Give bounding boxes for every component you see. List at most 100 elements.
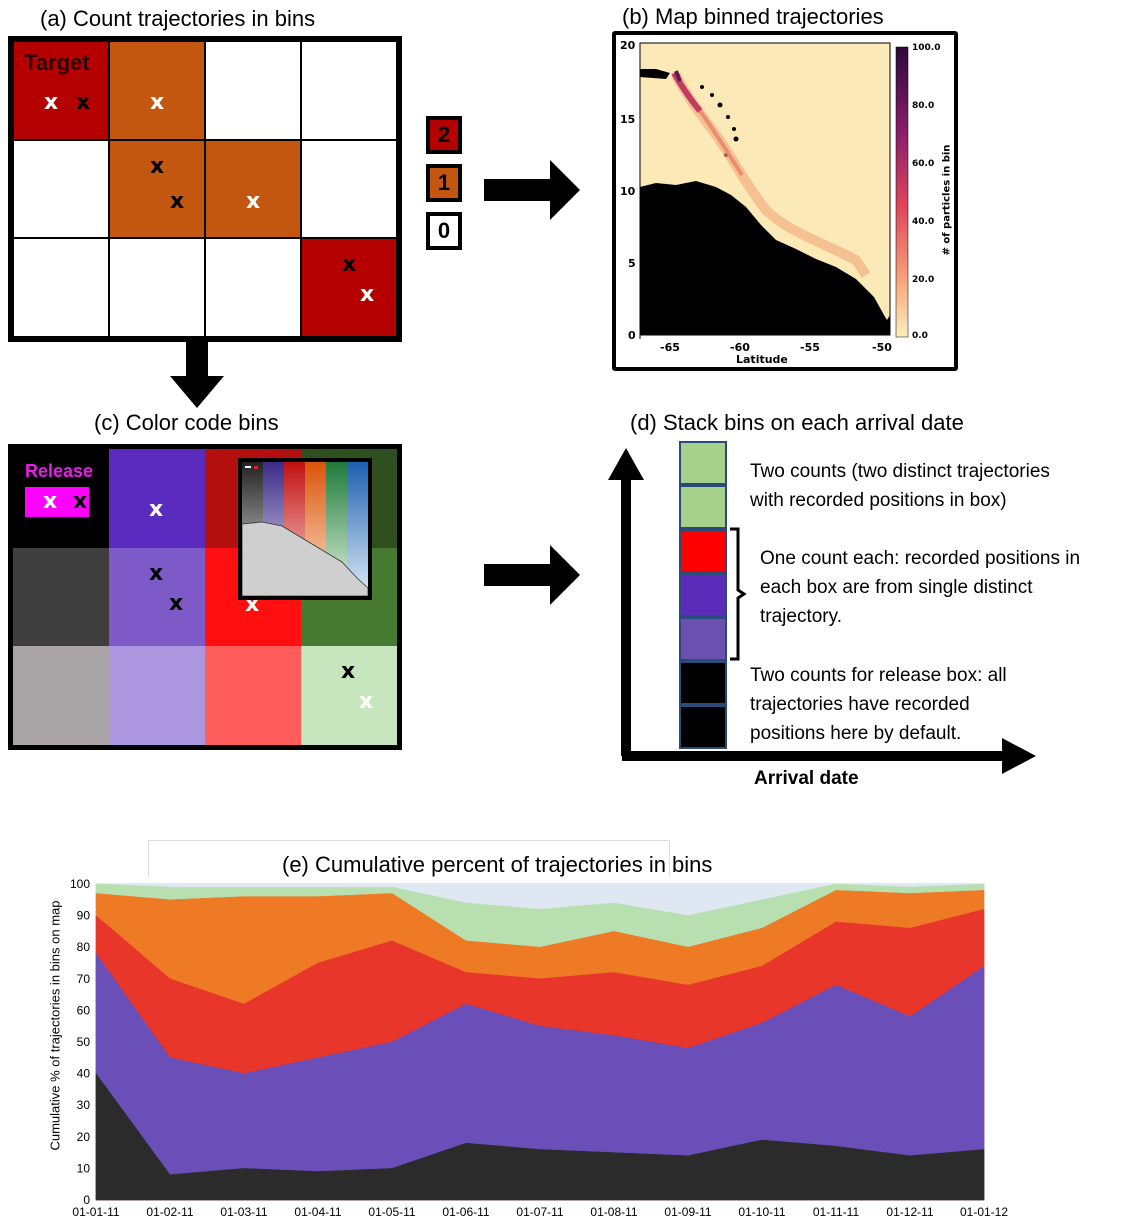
- x-tick-label: 01-01-11: [72, 1205, 119, 1219]
- x-tick-label: 01-03-11: [220, 1205, 267, 1219]
- stack-axes: [608, 448, 1036, 774]
- colorbar-tick: 60.0: [912, 159, 935, 169]
- map-xtick: -65: [660, 341, 680, 354]
- panel-b-title: (b) Map binned trajectories: [622, 4, 884, 29]
- trajectory-marker: x: [73, 489, 88, 514]
- stack-bin: [679, 573, 727, 617]
- map-xlabel: Latitude: [736, 353, 788, 366]
- map-xtick: -60: [730, 341, 750, 354]
- x-tick-label: 01-01-12: [960, 1205, 1008, 1219]
- x-tick-label: 01-05-11: [368, 1205, 415, 1219]
- trajectory-marker: x: [169, 590, 184, 616]
- down-arrow-icon: [170, 342, 224, 408]
- y-tick-label: 20: [77, 1130, 91, 1144]
- trajectory-marker: x: [149, 497, 164, 522]
- y-tick-label: 50: [77, 1035, 91, 1049]
- x-tick-label: 01-10-11: [738, 1205, 785, 1219]
- x-tick-label: 01-11-11: [813, 1205, 860, 1219]
- panel-c-title: (c) Color code bins: [94, 410, 279, 435]
- grid-cell: x: [109, 449, 205, 548]
- legend-one: 1: [426, 164, 462, 202]
- grid-cell: [13, 646, 109, 745]
- grid-cell: x: [205, 139, 301, 239]
- x-tick-label: 01-09-11: [664, 1205, 711, 1219]
- stack-bin: [679, 661, 727, 705]
- desc-release-box: Two counts for release box: all trajecto…: [750, 661, 1007, 748]
- stack-bin: [679, 617, 727, 661]
- desc-line: trajectory.: [760, 606, 843, 627]
- stack-bin: [679, 529, 727, 573]
- desc-line: Two counts for release box: all: [750, 665, 1007, 686]
- right-arrow-icon: [484, 160, 580, 220]
- y-tick-label: 40: [77, 1067, 91, 1081]
- x-tick-label: 01-04-11: [294, 1205, 341, 1219]
- map-figure: 20 15 10 5 0 -65 -60 -55 -50 Latitude 10…: [612, 31, 958, 371]
- arrival-date-label: Arrival date: [754, 768, 859, 789]
- x-tick-label: 01-08-11: [590, 1205, 637, 1219]
- series-area: [95, 1072, 985, 1201]
- map-ytick: 0: [628, 329, 636, 342]
- desc-line: trajectories have recorded: [750, 694, 970, 715]
- colorbar-label: # of particles in bin: [941, 144, 953, 256]
- trajectory-marker: x: [246, 188, 261, 214]
- y-tick-label: 0: [83, 1193, 90, 1207]
- count-legend: 2 1 0: [426, 116, 462, 260]
- panel-d-title: (d) Stack bins on each arrival date: [630, 410, 964, 435]
- grid-cell: [13, 547, 109, 647]
- count-grid: Target x x x x x x x x: [8, 36, 402, 342]
- grid-cell-release: Release x x: [13, 449, 109, 548]
- trajectory-marker: x: [360, 282, 375, 308]
- grid-cell-target: Target x x: [13, 41, 109, 140]
- right-arrow-icon: [484, 545, 580, 605]
- trajectory-marker: x: [44, 90, 59, 115]
- grid-cell: x x: [301, 646, 397, 745]
- trajectory-marker: x: [150, 90, 165, 115]
- grid-cell: [109, 646, 205, 745]
- stack-bin: [679, 441, 727, 485]
- stack-bin: [679, 485, 727, 529]
- desc-line: with recorded positions in box): [750, 490, 1007, 511]
- bracket-icon: [730, 527, 747, 661]
- colorbar-tick: 100.0: [912, 43, 941, 53]
- desc-line: positions here by default.: [750, 723, 962, 744]
- panel-e-title: (e) Cumulative percent of trajectories i…: [282, 852, 713, 877]
- grid-cell: [205, 646, 301, 745]
- target-label: Target: [24, 50, 90, 75]
- grid-cell: x: [109, 41, 205, 140]
- trajectory-marker: x: [342, 252, 357, 278]
- title-tab: [148, 840, 670, 877]
- desc-line: Two counts (two distinct trajectories: [750, 461, 1050, 482]
- binned-map: [639, 42, 909, 339]
- colorbar-tick: 40.0: [912, 217, 935, 227]
- legend-two: 2: [426, 116, 462, 154]
- trajectory-marker: x: [359, 689, 374, 715]
- desc-two-counts: Two counts (two distinct trajectories wi…: [750, 457, 1050, 515]
- grid-cell: [205, 41, 301, 140]
- trajectory-marker: x: [149, 560, 164, 586]
- trajectory-marker: x: [76, 90, 91, 115]
- grid-cell: [109, 238, 205, 337]
- map-ytick: 15: [620, 113, 636, 126]
- trajectory-marker: x: [341, 659, 356, 685]
- x-tick-label: 01-02-11: [146, 1205, 193, 1219]
- trajectory-marker: x: [43, 489, 58, 514]
- y-tick-label: 10: [77, 1161, 91, 1175]
- series-area: [95, 952, 985, 1201]
- desc-one-count: One count each: recorded positions in ea…: [760, 544, 1080, 631]
- y-tick-label: 30: [77, 1098, 91, 1112]
- color-scheme-inset: [238, 458, 372, 600]
- map-ytick: 10: [620, 185, 636, 198]
- grid-cell: [13, 139, 109, 239]
- y-tick-label: 70: [77, 972, 91, 986]
- desc-line: One count each: recorded positions in: [760, 548, 1081, 569]
- grid-cell: [13, 238, 109, 337]
- legend-zero: 0: [426, 212, 462, 250]
- grid-cell: [301, 41, 397, 140]
- release-highlight: [25, 487, 89, 517]
- colorbar-tick: 20.0: [912, 275, 935, 285]
- x-tick-label: 01-06-11: [442, 1205, 489, 1219]
- colorbar-tick: 80.0: [912, 101, 935, 111]
- grid-cell: x x: [109, 547, 205, 647]
- cumulative-chart: 0 10 20 30 40 50 60 70 80 90 100 01-01-11 01-02-11 01…: [70, 877, 1008, 1219]
- bin-stack: [679, 441, 727, 749]
